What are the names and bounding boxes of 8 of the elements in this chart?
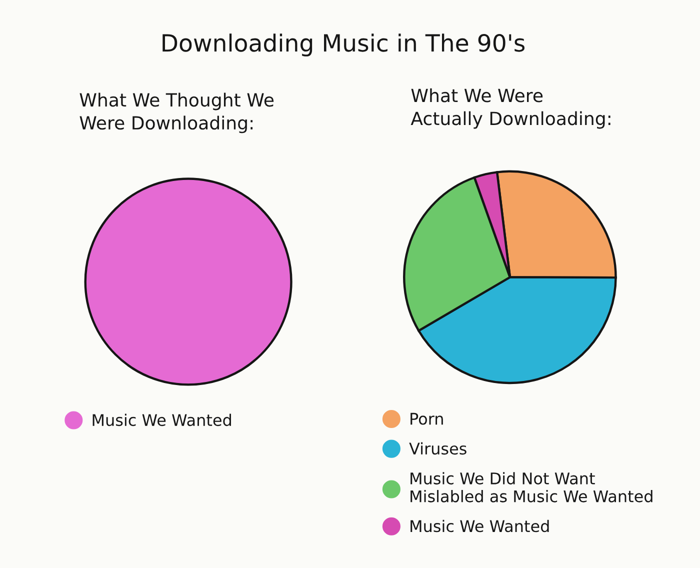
legend-label: Viruses xyxy=(409,442,466,455)
legend-label: Porn xyxy=(410,412,443,425)
chart-subtitle: What We Were Actually Downloading: xyxy=(410,88,610,129)
text: Downloading Music in The 90's xyxy=(162,34,525,56)
legend-label: Music We Wanted xyxy=(410,520,549,532)
chart-subtitle: What We Thought We Were Downloading: xyxy=(80,92,274,134)
legend-label: Music We Did Not Want Mislabled as Music We Wanted xyxy=(410,472,652,502)
legend-label: Music We Wanted xyxy=(92,414,231,426)
